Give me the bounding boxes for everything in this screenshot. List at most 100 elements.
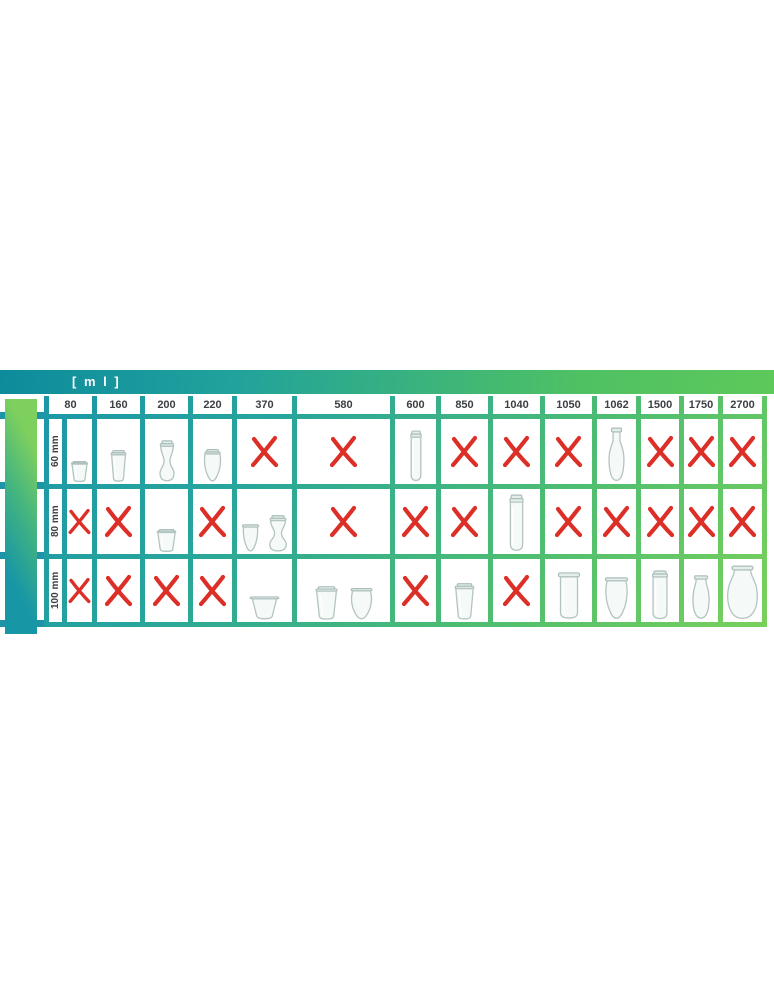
cell-60mm-370ml xyxy=(237,419,292,484)
cell-60mm-1062ml xyxy=(597,419,636,484)
cell-80mm-200ml xyxy=(145,489,188,554)
cell-80mm-600ml xyxy=(395,489,436,554)
not-available-x-icon xyxy=(450,435,479,468)
jar-hourglass-370ml-icon xyxy=(265,515,291,552)
not-available-x-icon xyxy=(502,435,531,468)
column-header-220ml: 220 xyxy=(193,396,232,414)
cell-60mm-580ml xyxy=(297,419,390,484)
column-header-850ml: 850 xyxy=(441,396,488,414)
cell-80mm-1040ml xyxy=(493,489,540,554)
column-header-1050ml: 1050 xyxy=(545,396,592,414)
cell-80mm-2700ml xyxy=(723,489,762,554)
cell-60mm-1050ml xyxy=(545,419,592,484)
not-available-x-icon xyxy=(502,574,531,607)
jar-tulip-1062ml-icon xyxy=(600,577,633,620)
row-header-100-mm: 100 mm xyxy=(49,559,62,622)
cell-60mm-850ml xyxy=(441,419,488,484)
cell-100mm-1040ml xyxy=(493,559,540,622)
jar-mold-200ml-icon xyxy=(152,529,181,552)
cell-100mm-580ml xyxy=(297,559,390,622)
jar-tulip-580ml-icon xyxy=(346,588,377,620)
not-available-x-icon xyxy=(68,508,91,535)
not-available-x-icon xyxy=(401,505,430,538)
row-header-60-mm: 60 mm xyxy=(49,419,62,484)
jar-cylinder-1040ml-icon xyxy=(505,494,528,552)
cell-60mm-220ml xyxy=(193,419,232,484)
not-available-x-icon xyxy=(401,574,430,607)
cell-60mm-2700ml xyxy=(723,419,762,484)
column-header-1062ml: 1062 xyxy=(597,396,636,414)
jar-tulip-1750ml-icon xyxy=(688,575,714,620)
unit-header-bar: [ m l ] xyxy=(0,370,774,394)
milliliter-unit-label: [ m l ] xyxy=(72,374,121,389)
not-available-x-icon xyxy=(646,505,674,538)
not-available-x-icon xyxy=(687,435,715,468)
jar-mold-160ml-icon xyxy=(107,450,130,482)
column-header-580ml: 580 xyxy=(297,396,390,414)
cell-100mm-850ml xyxy=(441,559,488,622)
cell-80mm-850ml xyxy=(441,489,488,554)
decorative-gradient-bar xyxy=(5,399,37,634)
cell-100mm-1050ml xyxy=(545,559,592,622)
jar-bowl-370ml-icon xyxy=(248,596,281,620)
not-available-x-icon xyxy=(687,505,715,538)
cell-60mm-160ml xyxy=(97,419,140,484)
not-available-x-icon xyxy=(104,574,133,607)
cell-100mm-600ml xyxy=(395,559,436,622)
cell-80mm-220ml xyxy=(193,489,232,554)
cell-100mm-370ml xyxy=(237,559,292,622)
cell-100mm-80ml xyxy=(67,559,92,622)
not-available-x-icon xyxy=(198,574,227,607)
cell-60mm-1500ml xyxy=(641,419,679,484)
cell-80mm-580ml xyxy=(297,489,390,554)
cell-80mm-1750ml xyxy=(684,489,718,554)
not-available-x-icon xyxy=(198,505,227,538)
cell-100mm-1750ml xyxy=(684,559,718,622)
jar-mold-580ml-icon xyxy=(310,586,343,620)
jar-cup-370ml-icon xyxy=(239,524,262,552)
cell-60mm-200ml xyxy=(145,419,188,484)
jar-bulb-2700ml-icon xyxy=(724,565,761,620)
column-header-370ml: 370 xyxy=(237,396,292,414)
column-header-80ml: 80 xyxy=(49,396,92,414)
not-available-x-icon xyxy=(602,505,631,538)
not-available-x-icon xyxy=(104,505,133,538)
not-available-x-icon xyxy=(329,435,358,468)
not-available-x-icon xyxy=(728,435,757,468)
jar-tumbler-1050ml-icon xyxy=(554,572,584,620)
column-header-600ml: 600 xyxy=(395,396,436,414)
row-header-80-mm: 80 mm xyxy=(49,489,62,554)
cell-100mm-2700ml xyxy=(723,559,762,622)
jar-tulip-220ml-icon xyxy=(200,449,225,482)
not-available-x-icon xyxy=(450,505,479,538)
not-available-x-icon xyxy=(554,505,583,538)
column-header-1040ml: 1040 xyxy=(493,396,540,414)
cell-80mm-80ml xyxy=(67,489,92,554)
cell-100mm-220ml xyxy=(193,559,232,622)
cell-80mm-1050ml xyxy=(545,489,592,554)
jar-bottle-1062ml-icon xyxy=(605,427,628,482)
column-header-2700ml: 2700 xyxy=(723,396,762,414)
not-available-x-icon xyxy=(329,505,358,538)
cell-80mm-1500ml xyxy=(641,489,679,554)
not-available-x-icon xyxy=(728,505,757,538)
cell-80mm-370ml xyxy=(237,489,292,554)
cell-100mm-1500ml xyxy=(641,559,679,622)
jar-hourglass-200ml-icon xyxy=(156,440,178,482)
jar-availability-table: 80 160 200 220 370 580 600 850 1040 1050 1062 1500 1… xyxy=(44,396,767,627)
jar-cylinder-1500ml-icon xyxy=(647,570,673,620)
cell-60mm-80ml xyxy=(67,419,92,484)
jar-mold-850ml-icon xyxy=(450,583,479,620)
jar-cylinder-600ml-icon xyxy=(407,430,425,482)
cell-60mm-600ml xyxy=(395,419,436,484)
cell-100mm-160ml xyxy=(97,559,140,622)
not-available-x-icon xyxy=(68,577,91,604)
not-available-x-icon xyxy=(152,574,181,607)
column-header-200ml: 200 xyxy=(145,396,188,414)
cell-80mm-1062ml xyxy=(597,489,636,554)
cell-100mm-1062ml xyxy=(597,559,636,622)
not-available-x-icon xyxy=(646,435,674,468)
not-available-x-icon xyxy=(554,435,583,468)
column-header-1500ml: 1500 xyxy=(641,396,679,414)
